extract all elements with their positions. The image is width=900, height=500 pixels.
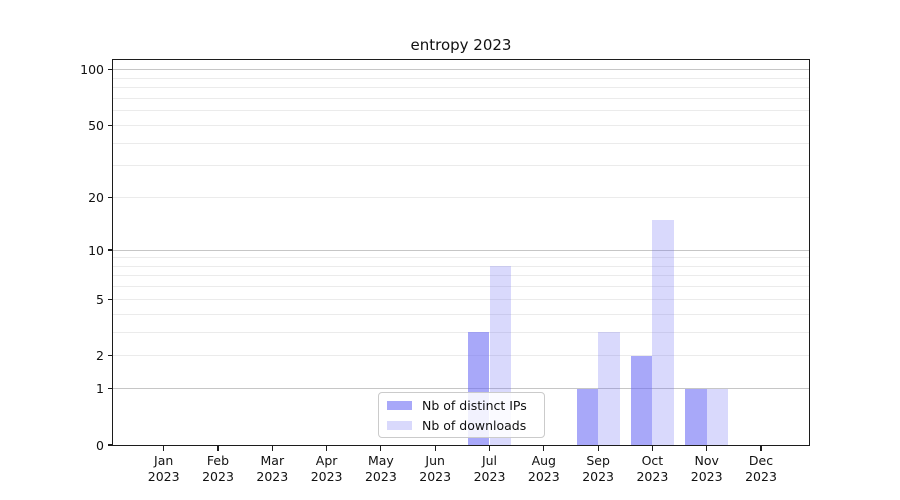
x-tick-month-dec: Dec	[748, 453, 774, 468]
x-tick-year-jan: 2023	[147, 469, 180, 484]
legend-entry-downloads: Nb of downloads	[387, 418, 536, 433]
bar-distinct-ips-nov	[685, 388, 707, 445]
x-tick-year-feb: 2023	[202, 469, 234, 484]
x-tick-month-nov: Nov	[694, 453, 719, 468]
y-tick-2	[108, 355, 113, 357]
y-gridline-major-1	[113, 388, 809, 390]
bar-distinct-ips-sep	[576, 388, 599, 445]
x-tick-month-aug: Aug	[531, 453, 556, 468]
x-tick-label-jul: Jul 2023	[462, 453, 518, 485]
y-tick-0	[108, 444, 113, 446]
y-tick-label-0: 0	[96, 437, 104, 453]
legend-entry-distinct-ips: Nb of distinct IPs	[387, 398, 536, 413]
y-tick-20	[108, 196, 113, 199]
y-tick-label-10: 10	[88, 242, 104, 258]
x-tick-mar	[271, 446, 273, 451]
y-tick-50	[108, 124, 113, 126]
bar-downloads-oct	[652, 219, 674, 445]
y-gridline-minor-7	[113, 275, 809, 277]
y-tick-label-50: 50	[88, 117, 104, 133]
x-tick-month-may: May	[367, 453, 394, 468]
bar-downloads-sep	[598, 332, 620, 445]
y-gridline-major-10	[113, 249, 809, 251]
x-tick-label-aug: Aug 2023	[516, 453, 572, 485]
x-tick-label-feb: Feb 2023	[190, 453, 246, 485]
y-gridline-minor-60	[113, 110, 809, 112]
x-tick-year-jun: 2023	[419, 469, 452, 484]
bar-distinct-ips-oct	[630, 355, 653, 445]
x-tick-month-oct: Oct	[641, 453, 664, 468]
x-tick-dec	[760, 446, 762, 451]
y-gridline-minor-40	[113, 142, 809, 144]
x-tick-may	[380, 446, 382, 451]
y-tick-10	[108, 249, 113, 251]
x-tick-year-oct: 2023	[636, 469, 669, 484]
x-tick-year-mar: 2023	[256, 469, 289, 484]
y-tick-100	[108, 69, 113, 71]
x-tick-sep	[597, 446, 599, 451]
x-tick-label-nov: Nov 2023	[679, 453, 735, 485]
x-tick-jul	[488, 446, 491, 451]
y-gridline-minor-30	[113, 165, 809, 167]
y-gridline-minor-3	[113, 331, 809, 333]
x-tick-feb	[217, 446, 219, 451]
x-tick-month-mar: Mar	[260, 453, 285, 468]
x-tick-aug	[543, 446, 545, 451]
x-tick-month-sep: Sep	[586, 453, 610, 468]
x-tick-year-aug: 2023	[527, 469, 560, 484]
x-tick-year-dec: 2023	[745, 469, 777, 484]
y-gridline-minor-2	[113, 355, 809, 357]
x-tick-label-mar: Mar 2023	[244, 453, 300, 485]
x-tick-label-sep: Sep 2023	[570, 453, 626, 485]
x-tick-jun	[434, 446, 436, 451]
x-tick-year-jul: 2023	[473, 469, 506, 484]
x-tick-year-may: 2023	[364, 469, 397, 484]
x-tick-label-jun: Jun 2023	[407, 453, 463, 485]
y-gridline-minor-8	[113, 265, 809, 267]
x-tick-month-jun: Jun	[425, 453, 445, 468]
y-tick-1	[108, 388, 113, 390]
legend-label-distinct-ips: Nb of distinct IPs	[422, 397, 527, 413]
y-gridline-minor-6	[113, 286, 809, 288]
y-gridline-minor-80	[113, 87, 809, 89]
x-tick-label-jan: Jan 2023	[136, 453, 192, 485]
x-tick-month-apr: Apr	[315, 453, 338, 468]
y-tick-5	[108, 298, 113, 300]
legend-swatch-downloads-icon	[387, 420, 412, 430]
x-tick-month-jan: Jan	[154, 453, 174, 468]
y-tick-label-2: 2	[96, 348, 104, 364]
x-tick-label-apr: Apr 2023	[299, 453, 355, 485]
x-tick-oct	[651, 446, 653, 451]
x-tick-label-may: May 2023	[353, 453, 409, 485]
x-tick-month-jul: Jul	[481, 453, 498, 468]
y-tick-label-5: 5	[96, 291, 104, 307]
y-tick-label-20: 20	[88, 190, 104, 205]
x-tick-label-oct: Oct 2023	[624, 453, 680, 485]
y-gridline-minor-70	[113, 97, 809, 99]
bar-downloads-nov	[706, 388, 729, 445]
plot-area	[112, 59, 810, 446]
y-gridline-minor-9	[113, 257, 809, 259]
legend-swatch-distinct-ips-icon	[387, 400, 412, 410]
x-tick-apr	[326, 446, 328, 451]
x-tick-year-sep: 2023	[582, 469, 614, 484]
y-gridline-major-100	[113, 69, 809, 71]
x-tick-year-nov: 2023	[690, 469, 723, 484]
y-tick-label-1: 1	[96, 381, 104, 397]
legend-label-downloads: Nb of downloads	[422, 417, 527, 433]
y-gridline-minor-50	[113, 124, 809, 126]
x-tick-label-dec: Dec 2023	[733, 453, 789, 485]
y-gridline-minor-4	[113, 313, 809, 315]
y-gridline-minor-20	[113, 197, 809, 198]
chart-title: entropy 2023	[410, 36, 512, 54]
y-gridline-minor-90	[113, 77, 809, 79]
x-tick-nov	[706, 446, 708, 451]
y-tick-label-100: 100	[80, 62, 104, 78]
x-tick-jan	[163, 446, 165, 451]
x-tick-month-feb: Feb	[206, 453, 230, 468]
y-gridline-minor-5	[113, 298, 809, 300]
legend: Nb of distinct IPs Nb of downloads	[378, 392, 545, 438]
x-tick-year-apr: 2023	[310, 469, 343, 484]
